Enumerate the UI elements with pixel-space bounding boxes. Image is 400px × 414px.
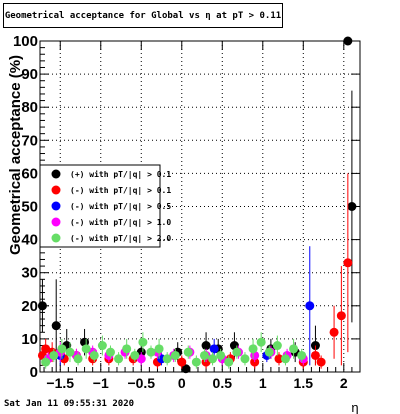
chart-title: Geometrical acceptance for Global vs η a… (3, 3, 283, 28)
legend-label: (-) with pT/|q| > 0.5 (70, 201, 171, 211)
data-point (248, 344, 258, 354)
legend-marker (51, 185, 61, 195)
data-point (264, 347, 274, 357)
data-point (146, 347, 156, 357)
y-tick-label: 50 (21, 199, 38, 216)
data-point (224, 357, 234, 367)
y-tick-label: 90 (21, 66, 38, 83)
legend-marker (51, 169, 61, 179)
data-point (316, 357, 326, 367)
data-point (347, 202, 357, 211)
y-tick-label: 60 (21, 165, 38, 182)
data-point (89, 350, 99, 360)
data-point (343, 36, 353, 46)
y-tick-label: 30 (21, 265, 38, 282)
y-axis-label: Geometrical acceptance (%) (7, 55, 24, 255)
data-point (114, 354, 124, 364)
legend-label: (+) with pT/|q| > 0.1 (70, 169, 171, 179)
x-tick-label: −1.5 (46, 375, 74, 391)
data-point (216, 350, 226, 360)
x-axis-label: η (351, 400, 358, 414)
data-point (336, 311, 346, 321)
data-point (65, 347, 75, 357)
y-tick-label: 70 (21, 132, 38, 149)
legend-marker (51, 201, 61, 211)
legend-label: (-) with pT/|q| > 2.0 (70, 233, 171, 243)
legend-label: (-) with pT/|q| > 0.1 (70, 185, 171, 195)
data-point (191, 357, 201, 367)
y-tick-label: 100 (13, 33, 38, 50)
axis-ticks: −1.5 −1 −0.5 0 0.5 1 1.5 2010203040506070809010… (13, 33, 360, 391)
data-point (208, 354, 218, 364)
x-tick-label: 0 (178, 375, 186, 391)
x-tick-label: 1 (259, 375, 267, 391)
timestamp: Sat Jan 11 09:55:31 2020 (4, 399, 135, 409)
data-point (280, 354, 290, 364)
data-point (183, 347, 193, 357)
x-tick-label: 1.5 (294, 375, 314, 391)
legend: (+) with pT/|q| > 0.1 (-) with pT/|q| > 0… (39, 164, 171, 248)
legend-label: (-) with pT/|q| > 1.0 (70, 217, 171, 227)
data-point (73, 354, 83, 364)
data-point (297, 350, 307, 360)
y-tick-label: 0 (30, 364, 38, 381)
data-point (272, 341, 282, 351)
data-point (329, 327, 339, 337)
data-point (201, 341, 211, 351)
y-tick-label: 40 (21, 232, 38, 249)
data-point (310, 350, 320, 360)
data-point (162, 354, 172, 364)
data-point (181, 364, 191, 374)
data-point (232, 347, 242, 357)
data-point (138, 337, 148, 347)
legend-marker (51, 217, 61, 227)
data-point (343, 258, 353, 268)
data-point (49, 350, 59, 360)
data-point (41, 357, 51, 367)
data-point (199, 350, 209, 360)
x-tick-label: −1 (93, 375, 109, 391)
data-point (274, 354, 284, 364)
y-tick-label: 80 (21, 99, 38, 116)
data-point (81, 344, 91, 354)
data-point (177, 357, 187, 367)
data-point (154, 344, 164, 354)
x-tick-label: −0.5 (127, 375, 155, 391)
data-point (240, 354, 250, 364)
data-point (209, 344, 219, 354)
data-point (170, 350, 180, 360)
data-point (51, 321, 61, 331)
data-point (105, 347, 115, 357)
y-tick-label: 10 (21, 331, 38, 348)
data-series (37, 36, 357, 374)
data-point (37, 301, 47, 311)
data-point (305, 301, 315, 311)
data-point (289, 344, 299, 354)
data-point (57, 344, 67, 354)
series-5 (41, 332, 307, 369)
y-tick-label: 20 (21, 298, 38, 315)
data-point (97, 341, 107, 351)
data-point (122, 344, 132, 354)
data-point (256, 337, 266, 347)
legend-marker (51, 233, 61, 243)
x-tick-label: 0.5 (213, 375, 233, 391)
x-tick-label: 2 (340, 375, 348, 391)
data-point (130, 350, 140, 360)
